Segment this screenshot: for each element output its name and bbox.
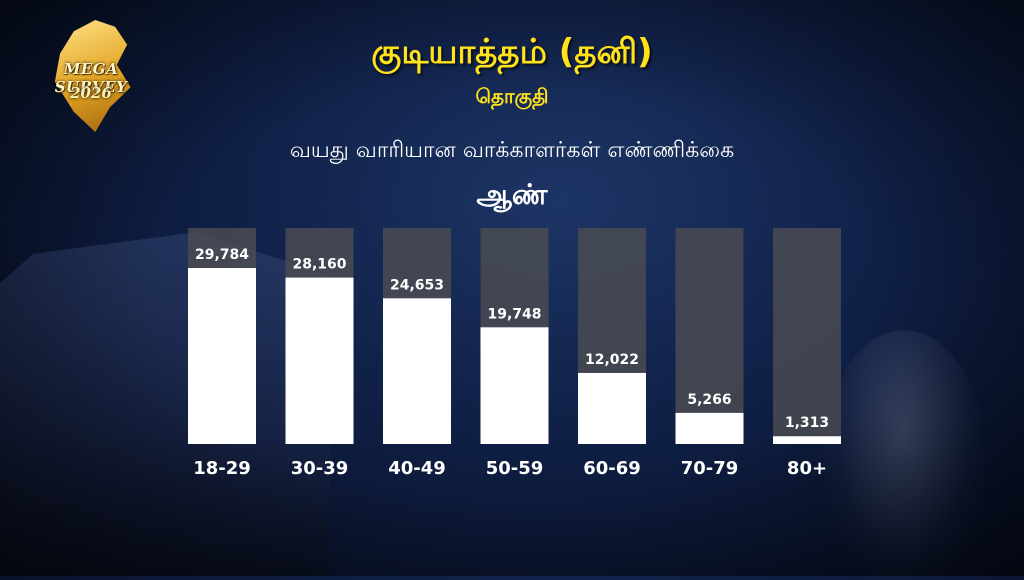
bar-value-label: 24,653 bbox=[390, 277, 444, 293]
mega-survey-logo: MEGA SURVEY 2026 bbox=[36, 18, 146, 136]
bar bbox=[578, 372, 646, 444]
logo-brand-text: MEGA SURVEY bbox=[54, 60, 128, 96]
category-tick-label: 50-59 bbox=[486, 458, 544, 479]
page-title: குடியாத்தம் (தனி) bbox=[371, 32, 653, 72]
page-subtitle: தொகுதி bbox=[475, 84, 549, 108]
bar-value-label: 12,022 bbox=[585, 352, 639, 368]
bar-track bbox=[773, 228, 841, 444]
category-tick-label: 80+ bbox=[787, 458, 827, 479]
bar-track bbox=[675, 228, 744, 444]
bar bbox=[675, 412, 744, 444]
bar bbox=[480, 327, 549, 444]
category-tick-label: 30-39 bbox=[291, 458, 349, 479]
bar-value-label: 29,784 bbox=[195, 247, 249, 263]
bar-value-label: 1,313 bbox=[785, 415, 829, 431]
chart-gender-label: ஆண் bbox=[476, 178, 548, 211]
bar-value-label: 19,748 bbox=[487, 306, 541, 322]
category-tick-label: 40-49 bbox=[388, 458, 446, 479]
category-tick-label: 18-29 bbox=[193, 458, 251, 479]
bar bbox=[383, 298, 451, 444]
bar bbox=[773, 436, 841, 444]
bar-value-label: 5,266 bbox=[687, 392, 731, 408]
chart-heading: வயது வாரியான வாக்காளர்கள் எண்ணிக்கை bbox=[289, 138, 735, 163]
bar-value-label: 28,160 bbox=[292, 257, 346, 273]
bar bbox=[188, 268, 256, 444]
category-tick-label: 60-69 bbox=[583, 458, 641, 479]
category-tick-label: 70-79 bbox=[681, 458, 739, 479]
bar bbox=[285, 277, 354, 444]
logo-year-text: 2026 bbox=[70, 84, 112, 102]
